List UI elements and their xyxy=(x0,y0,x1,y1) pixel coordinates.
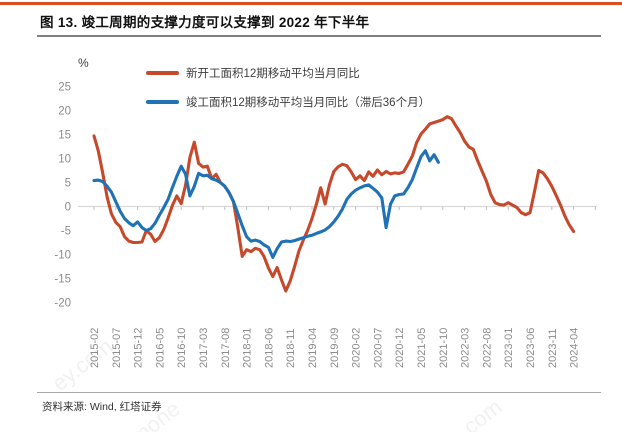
source-attribution: 资料来源: Wind, 红塔证券 xyxy=(42,401,162,413)
y-axis-tick-label: 0 xyxy=(65,202,71,214)
title-underline xyxy=(37,35,601,37)
x-axis-tick-label: 2017-03 xyxy=(198,328,210,368)
x-axis-tick-label: 2018-11 xyxy=(285,328,297,368)
x-axis-tick-label: 2023-01 xyxy=(503,328,515,368)
x-axis-tick-label: 2017-08 xyxy=(220,328,232,368)
y-axis-tick-label: -20 xyxy=(54,298,71,310)
legend-label-new-starts: 新开工面积12期移动平均当月同比 xyxy=(186,68,360,80)
y-axis-tick-label: 15 xyxy=(58,130,71,142)
y-axis-tick-label: -10 xyxy=(54,250,71,262)
y-axis-unit-label: % xyxy=(78,56,89,70)
x-axis-tick-label: 2020-12 xyxy=(394,328,406,368)
x-axis-tick-label: 2023-06 xyxy=(525,328,537,368)
legend-item-new-starts: 新开工面积12期移动平均当月同比 xyxy=(146,62,430,84)
y-axis-tick-label: 20 xyxy=(58,106,71,118)
y-axis-tick-label: -5 xyxy=(61,226,71,238)
series-line-completions xyxy=(92,149,440,259)
x-axis-tick-label: 2018-06 xyxy=(263,328,275,368)
x-axis-tick-label: 2018-01 xyxy=(242,328,254,368)
x-axis-tick-label: 2022-08 xyxy=(481,328,493,368)
x-axis-tick-label: 2021-10 xyxy=(438,328,450,368)
y-axis-tick-label: -15 xyxy=(54,274,71,286)
x-axis-tick-label: 2020-02 xyxy=(351,328,363,368)
x-axis-tick-label: 2015-12 xyxy=(133,328,145,368)
legend-label-completions: 竣工面积12期移动平均当月同比（滞后36个月） xyxy=(186,97,431,109)
legend-swatch-completions xyxy=(146,100,179,104)
top-accent-bar xyxy=(0,2,622,5)
x-axis-tick-label: 2016-10 xyxy=(176,328,188,368)
x-axis-tick-label: 2015-07 xyxy=(111,328,123,368)
y-axis-tick-label: 5 xyxy=(65,178,71,190)
y-axis-tick-label: 25 xyxy=(58,82,71,94)
x-axis-tick-label: 2015-02 xyxy=(89,328,101,368)
y-axis-tick-label: 10 xyxy=(58,154,71,166)
legend-swatch-new-starts xyxy=(146,71,179,75)
x-axis-tick-label: 2019-09 xyxy=(329,328,341,368)
x-axis-tick-label: 2016-05 xyxy=(154,328,166,368)
x-axis-tick-label: 2024-04 xyxy=(569,328,581,368)
chart-legend: 新开工面积12期移动平均当月同比 竣工面积12期移动平均当月同比（滞后36个月） xyxy=(146,62,430,120)
footer-divider xyxy=(37,392,601,393)
legend-item-completions: 竣工面积12期移动平均当月同比（滞后36个月） xyxy=(146,91,430,113)
series-line-new-starts xyxy=(92,115,576,293)
x-axis-tick-label: 2019-04 xyxy=(307,328,319,368)
x-axis-tick-label: 2023-11 xyxy=(547,328,559,368)
x-axis-tick-label: 2022-03 xyxy=(460,328,472,368)
x-axis-tick-label: 2021-05 xyxy=(416,328,428,368)
figure-title: 图 13. 竣工周期的支撑力度可以支撑到 2022 年下半年 xyxy=(40,15,370,30)
x-axis-tick-label: 2020-07 xyxy=(372,328,384,368)
